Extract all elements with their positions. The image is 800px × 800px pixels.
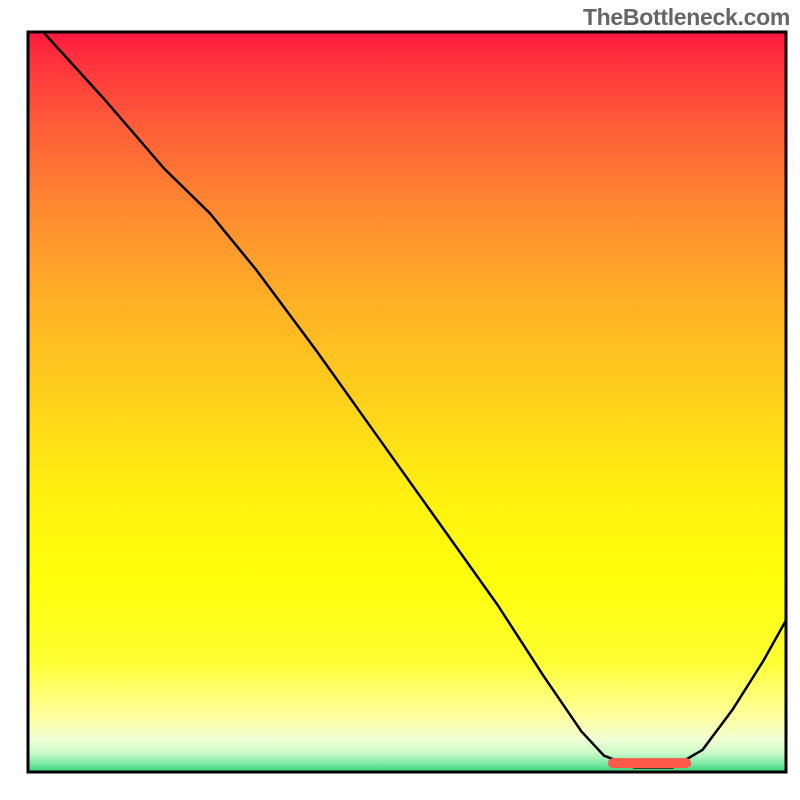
bottleneck-curve-chart	[0, 0, 800, 800]
chart-container: { "attribution": { "text": "TheBottlenec…	[0, 0, 800, 800]
attribution-text: TheBottleneck.com	[583, 4, 790, 31]
